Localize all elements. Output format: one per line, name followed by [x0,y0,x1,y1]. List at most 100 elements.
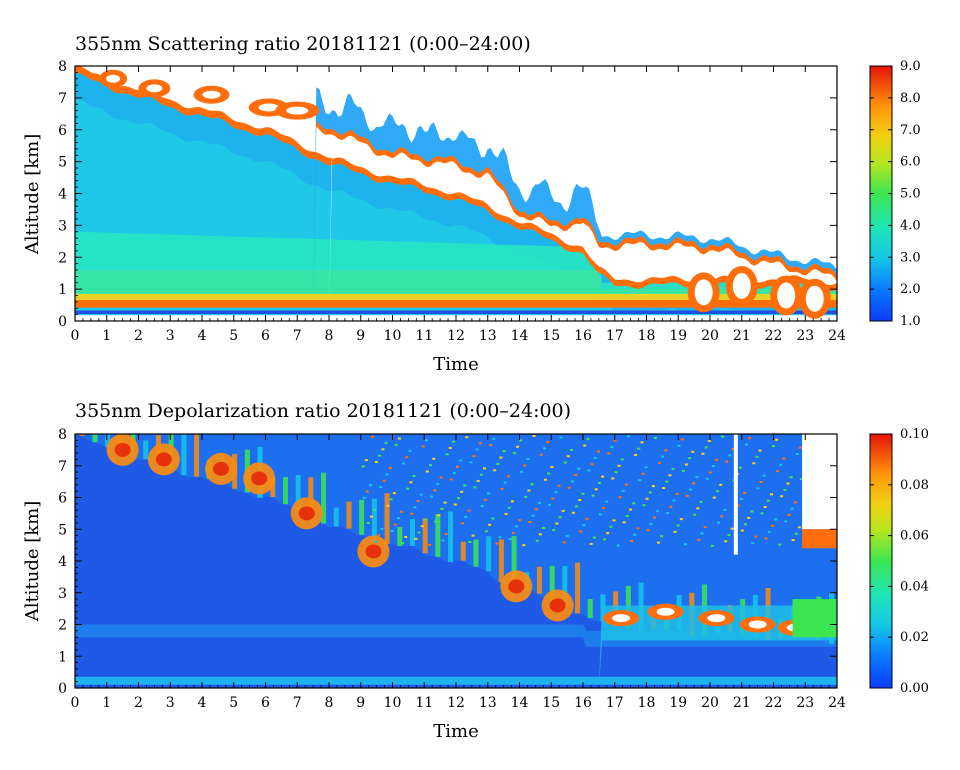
chart2-xtick-label: 3 [166,695,175,711]
depol-noise [666,512,670,515]
depol-noise [419,493,423,496]
depol-noise [707,440,711,443]
depol-noise [528,520,532,523]
chart2-title: 355nm Depolarization ratio 20181121 (0:0… [75,400,571,422]
chart1-xtick-label: 21 [733,328,751,344]
chart1-ytick-label: 2 [58,250,67,266]
depol-noise [488,523,492,526]
depol-noise [425,470,429,473]
depol-noise [766,499,770,502]
chart1-xtick-label: 19 [669,328,687,344]
depol-noise [389,498,393,501]
depol-noise [776,470,780,473]
depol-noise [751,541,755,544]
depol-low-cell-core [748,620,767,629]
chart2-ytick-label: 7 [58,459,67,475]
depol-noise [721,435,725,438]
chart1-xtick-label: 8 [325,328,334,344]
depol-noise [554,491,558,494]
chart1-xtick-label: 11 [415,328,433,344]
depol-streak [321,472,327,524]
depol-noise [778,543,782,546]
depol-noise [791,539,795,542]
chart2-xtick-label: 18 [638,695,656,711]
scatter-blotch-core [202,90,221,99]
depol-streak [295,474,301,510]
depol-noise [799,478,803,481]
depol-noise [673,530,677,533]
depol-streak [575,562,581,614]
depol-noise [738,466,742,469]
depol-noise [597,481,601,484]
chart1-xtick-label: 18 [638,328,656,344]
depol-noise [779,463,783,466]
depol-noise [484,530,488,533]
chart1-cbar-label: 7.0 [900,123,921,138]
depol-noise [602,507,606,510]
chart2-xtick-label: 5 [229,695,238,711]
depol-noise [429,464,433,467]
depol-noise [369,484,373,487]
depol-noise [613,439,617,442]
depol-noise [416,500,420,503]
depol-noise [571,511,575,514]
scatter-mid-band [75,270,837,296]
depol-noise [611,477,615,480]
depol-noise [605,500,609,503]
depol-noise [750,510,754,513]
depol-noise [601,475,605,478]
depol-noise [361,465,365,468]
chart1-axes: 0 1 2 3 4 5 6 7 8 9 10 11 12 13 14 15 16 17 18 19 20 21 22 23 24… [58,59,846,344]
scatter-bl-blue [75,310,837,314]
chart2-xtick-label: 14 [511,695,529,711]
depol-streak [435,513,441,557]
depol-noise [479,473,483,476]
depol-noise [621,489,625,492]
depol-streak [511,536,517,587]
depol-noise [429,495,433,498]
depol-streak [333,507,339,527]
depol-noise [546,440,550,443]
depol-noise [378,454,382,457]
depol-noise [384,441,388,444]
depol-noise [538,533,542,536]
chart1-xtick-label: 15 [542,328,560,344]
depol-streak [460,541,466,561]
depol-noise [679,518,683,521]
depol-noise [743,491,747,494]
depol-noise [676,524,680,527]
chart1-cbar-label: 1.0 [900,314,921,329]
chart1-cbar-label: 9.0 [900,59,921,74]
depol-noise [793,501,797,504]
depol-noise [767,531,771,534]
chart2-xtick-label: 7 [293,695,302,711]
depol-noise [511,531,515,534]
depol-corner-edge [802,529,837,549]
chart1-ytick-label: 4 [58,187,67,203]
depol-streak [587,599,593,619]
depol-noise [373,509,377,512]
depol-noise [585,517,589,520]
depol-noise [638,479,642,482]
chart1-xtick-label: 20 [701,328,719,344]
depol-noise [362,496,366,499]
depol-noise [493,469,497,472]
depol-noise [434,520,438,523]
chart2-xtick-label: 17 [606,695,624,711]
depol-noise [400,510,404,513]
depol-noise [506,475,510,478]
depol-streak [270,477,276,497]
depol-low-cell-core [707,614,726,623]
depol-noise [705,477,709,480]
depol-noise [640,441,644,444]
depol-noise [744,443,748,446]
depol-streak [498,539,504,583]
depol-noise [784,520,788,523]
chart2-xtick-label: 4 [198,695,207,711]
depol-noise [759,480,763,483]
depol-noise [617,464,621,467]
depol-noise [410,512,414,515]
depol-streak [384,493,390,545]
depol-blotch-core [251,471,268,486]
depol-noise [392,492,396,495]
